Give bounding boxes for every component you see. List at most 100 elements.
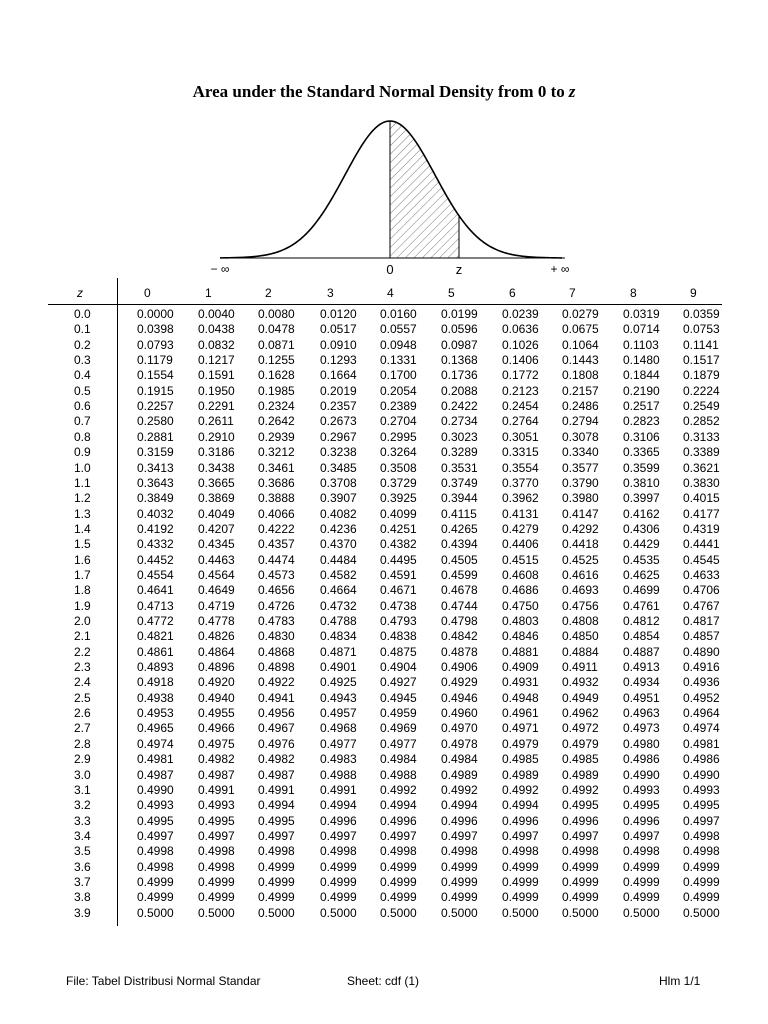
table-cell: 0.0948 xyxy=(380,337,417,352)
neg-infinity-label: − ∞ xyxy=(211,262,230,276)
table-row: 1.2 0.3849 0.3869 0.3888 0.3907 0.3925 0.3944 0… xyxy=(0,491,768,506)
table-cell: 0.4898 xyxy=(258,660,295,675)
table-cell: 0.3186 xyxy=(198,445,235,460)
table-cell: 0.4671 xyxy=(380,583,417,598)
table-cell: 0.4997 xyxy=(320,828,357,843)
table-cell: 0.4909 xyxy=(502,660,539,675)
table-cell: 0.4964 xyxy=(683,706,720,721)
table-cell: 0.0359 xyxy=(683,307,720,321)
table-cell: 0.4999 xyxy=(137,890,174,905)
table-cell: 0.4049 xyxy=(198,506,235,521)
table-cell: 0.4927 xyxy=(380,675,417,690)
table-row: 3.3 0.4995 0.4995 0.4995 0.4996 0.4996 0.4996 0… xyxy=(0,814,768,829)
table-cell: 0.1517 xyxy=(683,353,720,368)
table-cell: 0.5000 xyxy=(562,905,599,920)
table-cell: 0.4767 xyxy=(683,598,720,613)
table-cell: 0.1808 xyxy=(562,368,599,383)
table-cell: 0.4452 xyxy=(137,552,174,567)
table-cell: 0.4881 xyxy=(502,644,539,659)
header-rule xyxy=(48,304,722,305)
table-cell: 0.3078 xyxy=(562,429,599,444)
column-header: 7 xyxy=(569,286,576,300)
z-table: z 0 1 2 3 4 5 6 7 8 9 0.0 0.0000 0.0040 0.0080 0.0120… xyxy=(0,278,768,926)
table-cell: 0.4995 xyxy=(137,813,174,828)
table-cell: 0.2257 xyxy=(137,399,174,414)
table-cell: 0.3461 xyxy=(258,460,295,475)
table-cell: 0.4726 xyxy=(258,598,295,613)
table-cell: 0.4997 xyxy=(623,828,660,843)
table-cell: 0.4207 xyxy=(198,521,235,536)
table-cell: 0.4938 xyxy=(137,690,174,705)
table-cell: 0.4861 xyxy=(137,644,174,659)
table-cell: 0.3413 xyxy=(137,460,174,475)
table-cell: 0.1915 xyxy=(137,383,174,398)
table-cell: 0.4973 xyxy=(623,721,660,736)
table-cell: 0.4952 xyxy=(683,690,720,705)
table-cell: 0.3980 xyxy=(562,491,599,506)
table-cell: 0.0000 xyxy=(137,307,174,321)
table-cell: 0.4994 xyxy=(441,798,478,813)
table-cell: 0.4505 xyxy=(441,552,478,567)
table-row: 3.9 0.5000 0.5000 0.5000 0.5000 0.5000 0.5000 0… xyxy=(0,906,768,921)
table-cell: 0.4998 xyxy=(623,844,660,859)
table-cell: 0.4821 xyxy=(137,629,174,644)
column-header: 6 xyxy=(509,286,516,300)
table-cell: 0.4982 xyxy=(198,752,235,767)
table-cell: 0.4803 xyxy=(502,614,539,628)
table-row: 1.8 0.4641 0.4649 0.4656 0.4664 0.4671 0.4678 0… xyxy=(0,583,768,598)
table-cell: 0.4946 xyxy=(441,690,478,705)
table-cell: 0.4983 xyxy=(320,752,357,767)
table-cell: 0.4996 xyxy=(623,813,660,828)
table-cell: 0.4719 xyxy=(198,598,235,613)
table-cell: 0.4994 xyxy=(502,798,539,813)
table-row: 1.9 0.4713 0.4719 0.4726 0.4732 0.4738 0.4744 0… xyxy=(0,599,768,614)
z-value: 2.9 xyxy=(74,752,91,767)
table-cell: 0.4332 xyxy=(137,537,174,552)
table-row: 2.8 0.4974 0.4975 0.4976 0.4977 0.4977 0.4978 0… xyxy=(0,737,768,752)
table-cell: 0.4992 xyxy=(380,782,417,797)
table-cell: 0.0557 xyxy=(380,322,417,337)
table-cell: 0.4995 xyxy=(623,798,660,813)
table-cell: 0.3925 xyxy=(380,491,417,506)
table-cell: 0.4147 xyxy=(562,506,599,521)
footer-page: Hlm 1/1 xyxy=(659,974,701,988)
table-cell: 0.4871 xyxy=(320,644,357,659)
table-cell: 0.4971 xyxy=(502,721,539,736)
z-value: 2.5 xyxy=(74,690,91,705)
table-cell: 0.3365 xyxy=(623,445,660,460)
table-cell: 0.4564 xyxy=(198,567,235,582)
table-cell: 0.2611 xyxy=(198,414,234,429)
table-cell: 0.3051 xyxy=(502,429,539,444)
table-cell: 0.1443 xyxy=(562,353,599,368)
table-cell: 0.3849 xyxy=(137,491,174,506)
table-cell: 0.3289 xyxy=(441,445,478,460)
z-value: 0.5 xyxy=(74,383,91,398)
table-cell: 0.4970 xyxy=(441,721,478,736)
table-cell: 0.1141 xyxy=(683,337,719,352)
z-column-header: z xyxy=(77,286,83,300)
table-cell: 0.4901 xyxy=(320,660,357,675)
table-cell: 0.4788 xyxy=(320,614,357,628)
table-cell: 0.4495 xyxy=(380,552,417,567)
z-value: 1.5 xyxy=(74,537,91,552)
table-cell: 0.4941 xyxy=(258,690,295,705)
footer-sheet: Sheet: cdf (1) xyxy=(347,974,420,988)
table-cell: 0.4545 xyxy=(683,552,720,567)
table-cell: 0.4999 xyxy=(380,859,417,874)
table-row: 1.0 0.3413 0.3438 0.3461 0.3485 0.3508 0.3531 0… xyxy=(0,461,768,476)
table-cell: 0.4998 xyxy=(198,859,235,874)
table-cell: 0.1480 xyxy=(623,353,660,368)
table-cell: 0.4989 xyxy=(441,767,478,782)
table-cell: 0.4999 xyxy=(320,859,357,874)
table-cell: 0.3749 xyxy=(441,475,478,490)
table-cell: 0.4987 xyxy=(198,767,235,782)
table-cell: 0.4192 xyxy=(137,521,174,536)
table-cell: 0.4394 xyxy=(441,537,478,552)
table-cell: 0.4991 xyxy=(258,782,295,797)
table-cell: 0.4222 xyxy=(258,521,295,536)
table-cell: 0.4922 xyxy=(258,675,295,690)
table-cell: 0.4987 xyxy=(258,767,295,782)
table-cell: 0.4999 xyxy=(441,890,478,905)
table-cell: 0.4998 xyxy=(502,844,539,859)
table-row: 1.3 0.4032 0.4049 0.4066 0.4082 0.4099 0.4115 0… xyxy=(0,507,768,522)
